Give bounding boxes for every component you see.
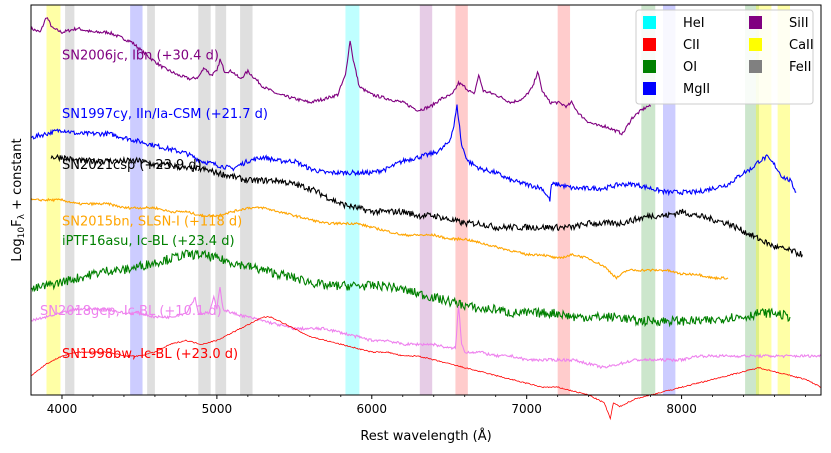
band-cii (557, 5, 571, 395)
series-label-1: SN1997cy, IIn/Ia-CSM (+21.7 d) (62, 107, 268, 122)
series-line-0 (30, 17, 652, 136)
series-line-3 (30, 197, 729, 281)
series-label-0: SN2006jc, Ibn (+30.4 d) (62, 49, 219, 64)
x-axis-label: Rest wavelength (Å) (360, 428, 491, 444)
series-label-4: iPTF16asu, Ic-BL (+23.4 d) (62, 234, 235, 249)
band-feii (215, 5, 227, 395)
legend: HeI CII OI MgII SiII CaII FeII (635, 9, 814, 105)
legend-swatch-mgii (643, 82, 656, 95)
legend-swatch-siii (749, 16, 762, 29)
series-line-4 (31, 249, 791, 328)
plot-frame (30, 4, 822, 396)
legend-swatch-caii (749, 38, 762, 51)
series-label-6: SN1998bw, Ic-BL (+23.0 d) (62, 347, 238, 362)
series-label-2: SN2021csp (+23.9 d) (62, 158, 202, 173)
legend-label-hei: HeI (683, 16, 705, 31)
y-axis-label: Log10Fλ + constant (10, 138, 27, 261)
series-line-5 (31, 287, 822, 369)
series-labels: SN2006jc, Ibn (+30.4 d) SN1997cy, IIn/Ia-… (40, 49, 268, 362)
band-hei (345, 5, 360, 395)
legend-swatch-cii (643, 38, 656, 51)
spectra-series (30, 17, 822, 421)
band-feii (147, 5, 155, 395)
band-feii (198, 5, 211, 395)
legend-label-feii: FeII (789, 60, 811, 75)
legend-swatch-hei (643, 16, 656, 29)
band-feii (65, 5, 75, 395)
series-line-6 (30, 315, 821, 421)
legend-label-caii: CaII (789, 38, 814, 53)
x-tick-label: 4000 (47, 402, 78, 416)
x-tick-label: 5000 (202, 402, 233, 416)
legend-label-oi: OI (683, 60, 697, 75)
legend-label-siii: SiII (789, 16, 809, 31)
legend-label-cii: CII (683, 38, 700, 53)
legend-box (635, 9, 814, 105)
band-mgii (130, 5, 143, 395)
series-label-3: SN2015bn, SLSN-I (+118 d) (62, 214, 242, 229)
x-tick-label: 6000 (357, 402, 388, 416)
series-line-2 (50, 153, 803, 258)
legend-label-mgii: MgII (683, 82, 710, 97)
x-tick-label: 7000 (511, 402, 542, 416)
legend-swatch-oi (643, 60, 656, 73)
x-axis: 4000 5000 6000 7000 8000 (47, 395, 806, 416)
series-line-1 (30, 104, 797, 202)
band-cii (455, 5, 468, 395)
x-tick-label: 8000 (666, 402, 697, 416)
band-siii (419, 5, 433, 395)
series-label-5: SN2018gep, Ic-BL (+10.1 d) (40, 304, 222, 319)
legend-swatch-feii (749, 60, 762, 73)
band-feii (240, 5, 253, 395)
